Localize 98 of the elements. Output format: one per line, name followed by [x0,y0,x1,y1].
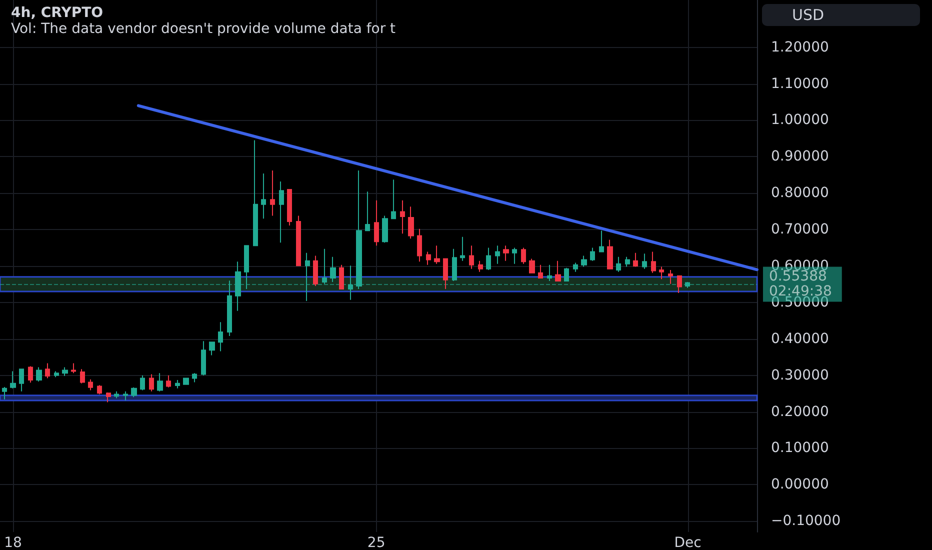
candlestick [330,256,336,283]
candlestick [19,368,24,392]
candlestick [209,342,215,356]
candlestick [685,282,690,288]
x-tick-label: Dec [674,535,702,550]
candlestick [469,245,474,270]
candlestick [417,228,422,262]
candlestick [62,366,68,377]
candlestick [486,247,491,271]
candlestick [374,200,379,246]
candlestick [495,245,500,264]
candlestick [538,264,543,279]
candlestick [573,262,578,272]
candlestick [590,247,595,262]
y-tick-label: 1.20000 [771,39,829,56]
y-tick-label: 0.80000 [771,185,829,202]
y-axis-title: USD [762,4,920,26]
x-tick-label: 18 [4,535,22,550]
y-tick-label: 0.00000 [771,476,829,493]
y-tick-label: 1.00000 [771,112,829,128]
candlestick [235,261,241,312]
candlestick [651,251,656,274]
candlestick [677,275,682,294]
candlestick [382,215,388,244]
candlestick [166,374,171,388]
candlestick [28,366,33,384]
candlestick [434,245,440,264]
text: Vol: The data vendor doesn't provide volume data for t [11,21,396,37]
candlestick [270,170,275,216]
candlestick [192,372,197,383]
candlestick [426,251,431,266]
candlestick [460,236,465,262]
candlestick [227,280,232,336]
candlestick [408,206,414,240]
candlestick [313,255,318,287]
y-tick-label: 0.70000 [771,222,829,238]
candlestick [71,362,76,374]
candlestick [633,252,638,268]
y-tick-label: 0.20000 [771,404,829,420]
candlestick [201,340,206,376]
candlestick [322,248,327,284]
y-tick-label: 0.40000 [771,330,829,347]
y-tick-label: 0.30000 [771,367,829,384]
candlestick [2,386,7,400]
candlestick [279,180,284,244]
candlestick [547,264,552,282]
candlestick [400,200,405,234]
candlestick [244,245,249,290]
chart-title: 4h, CRYPTO [11,5,104,21]
candlestick [356,170,362,290]
y-tick-label: 0.10000 [771,440,829,456]
candlestick [131,386,137,398]
candlestick [443,258,448,290]
candlestick [97,384,102,395]
candlestick [54,370,59,378]
candlestick [140,374,145,391]
candlestick [305,252,310,302]
candlestick [521,247,526,264]
candlestick [391,179,396,220]
candlestick [253,140,258,246]
candlestick [296,215,301,266]
candlestick [80,368,85,384]
candlestick [45,362,50,379]
candlestick [88,378,93,391]
candlestick [218,322,223,352]
y-tick-label: 0.90000 [771,148,829,165]
candlestick [36,366,42,382]
y-tick-label: 1.10000 [771,76,829,92]
x-tick-label: 25 [367,535,386,550]
candlestick [616,256,621,272]
candlestick [149,374,154,392]
candlestick [659,266,664,280]
candlestick [503,245,509,262]
candlestick [106,392,111,403]
candlestick [10,370,16,389]
candlestick [625,256,630,268]
candlestick [175,380,180,389]
candlestick [478,260,483,272]
candlestick [599,230,604,252]
candlestick [114,390,119,399]
candlestick [564,267,569,282]
candlestick [339,264,344,290]
candlestick [581,255,587,268]
candlestick [452,248,457,282]
candlestick [183,378,189,385]
candlestick [261,172,266,220]
candlestick [157,372,163,392]
candlestick [529,258,535,274]
candlestick [642,253,647,270]
candlestick [668,270,673,284]
candlestick [365,191,370,232]
candlestick [287,188,292,226]
candlestick [555,260,561,282]
y-tick-label: −0.10000 [771,513,841,530]
candlestick [607,239,613,270]
candlestick [512,247,517,264]
candlestick [123,390,128,401]
candlestick [348,265,353,300]
